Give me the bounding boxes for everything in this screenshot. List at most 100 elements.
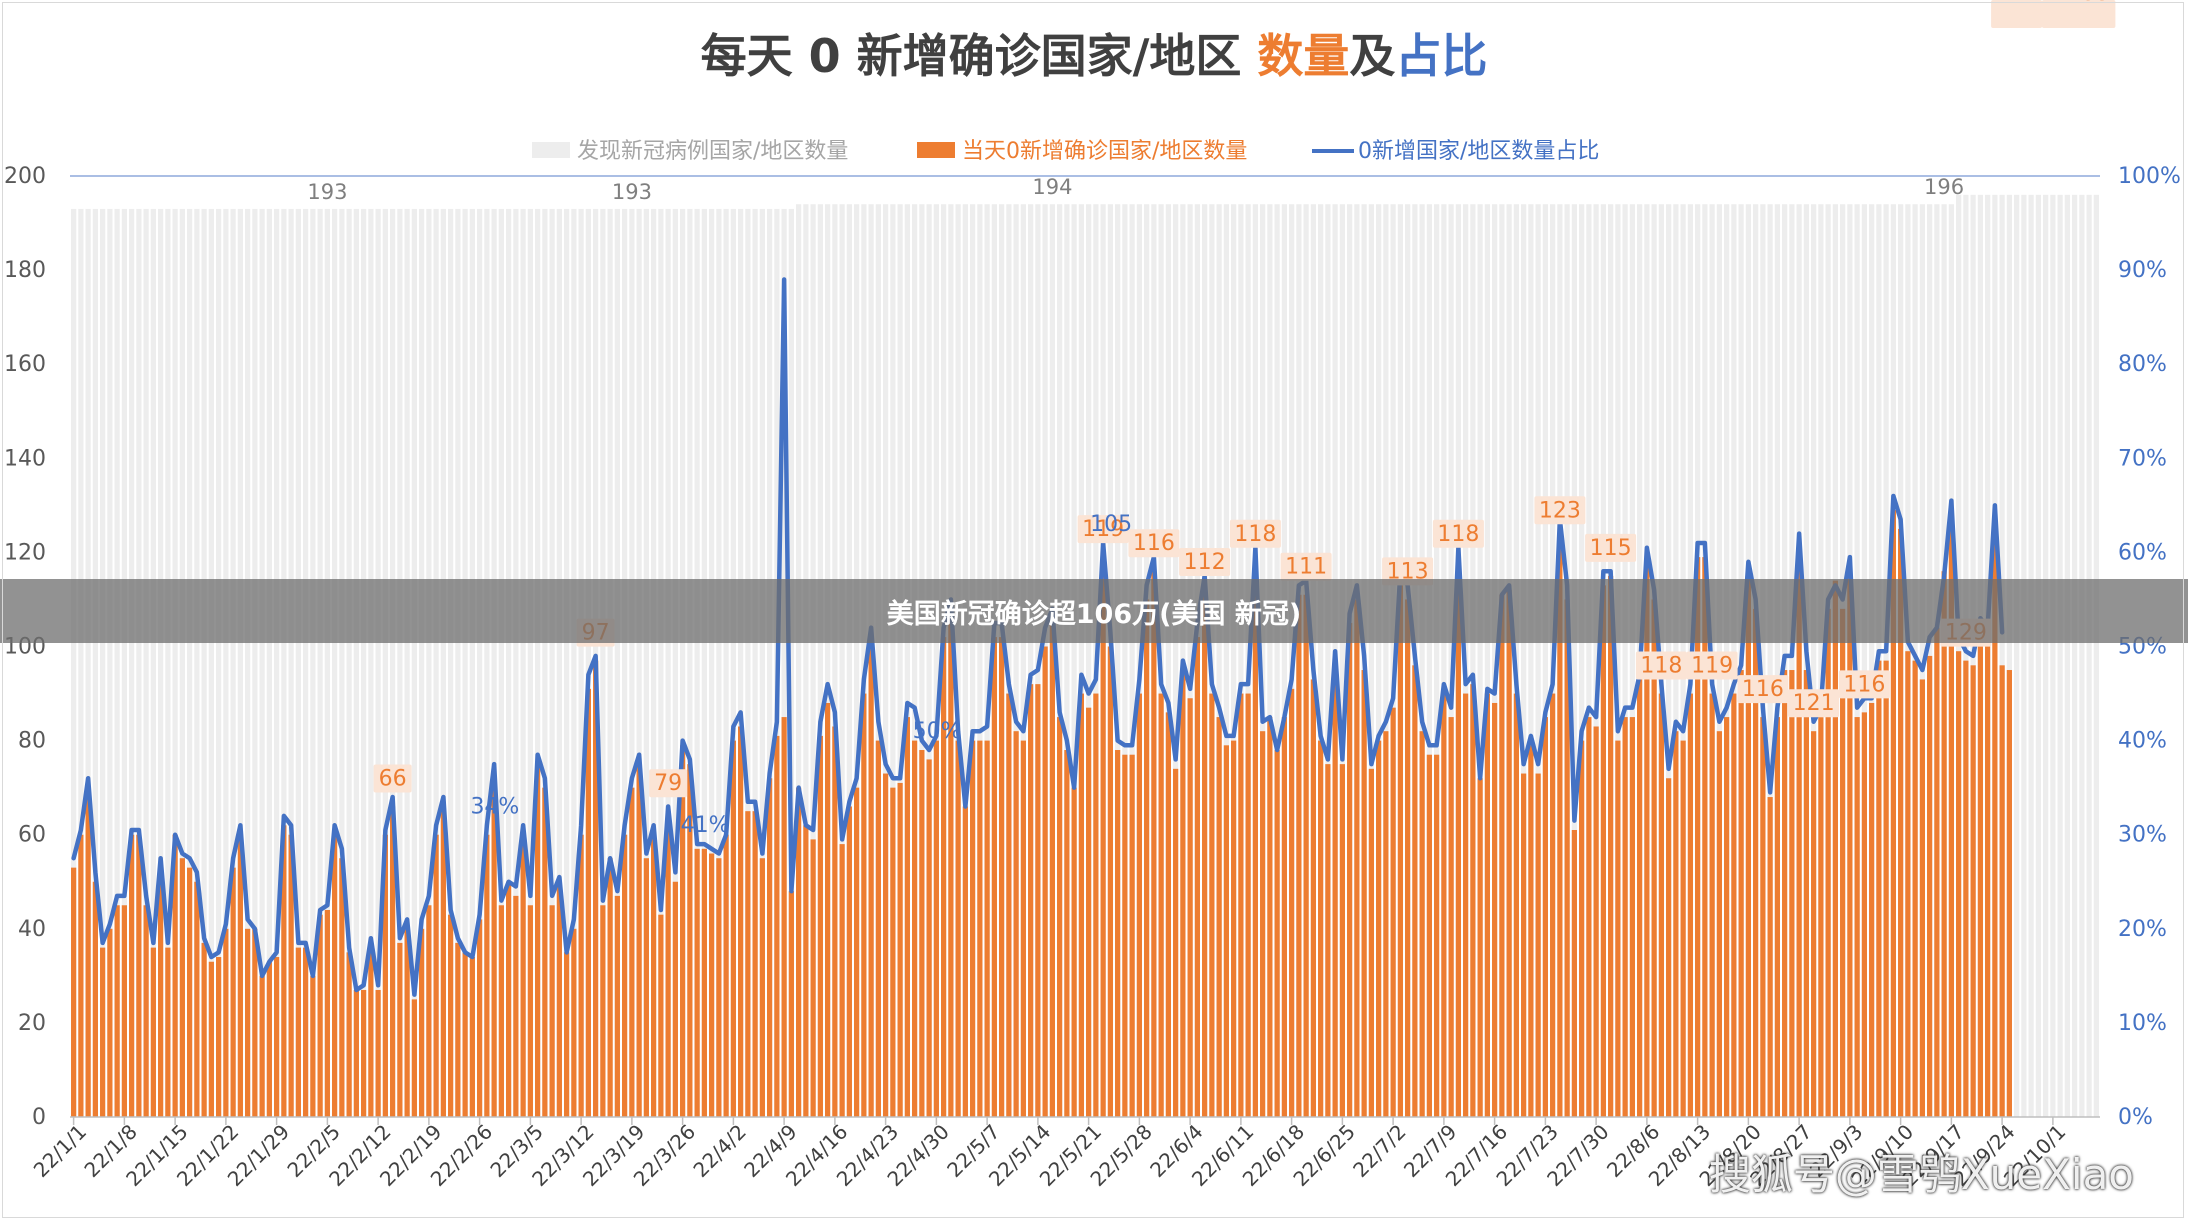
gray-bar bbox=[397, 208, 403, 1117]
gray-bar bbox=[346, 208, 352, 1117]
gray-bar bbox=[962, 204, 968, 1118]
gray-bar bbox=[1122, 204, 1128, 1118]
ratio-line bbox=[71, 277, 2005, 997]
blue-data-label: 34% bbox=[470, 794, 519, 819]
orange-bar bbox=[121, 905, 127, 1117]
gray-bar bbox=[527, 208, 533, 1117]
orange-bar bbox=[796, 787, 802, 1117]
gray-bar bbox=[1869, 204, 1875, 1118]
orange-bar bbox=[1049, 622, 1055, 1117]
gray-bar bbox=[1767, 204, 1773, 1118]
orange-bar bbox=[1484, 693, 1490, 1117]
gray-bar bbox=[1999, 194, 2005, 1117]
gray-bar bbox=[904, 204, 910, 1118]
orange-bar bbox=[767, 778, 773, 1117]
orange-bar bbox=[1731, 693, 1737, 1117]
gray-bar bbox=[324, 208, 330, 1117]
gray-bar bbox=[912, 204, 918, 1118]
orange-bar bbox=[1339, 764, 1345, 1118]
orange-bar bbox=[187, 867, 193, 1117]
orange-bar bbox=[245, 928, 251, 1117]
gray-bar bbox=[368, 208, 374, 1117]
gray-bar bbox=[1615, 204, 1621, 1118]
orange-label-box bbox=[373, 764, 412, 793]
orange-bar bbox=[172, 834, 178, 1117]
gray-bar bbox=[564, 208, 570, 1117]
gray-bar bbox=[846, 204, 852, 1118]
orange-bar bbox=[658, 914, 664, 1117]
orange-bar bbox=[433, 834, 439, 1117]
gray-bar bbox=[1426, 204, 1432, 1118]
gray-bar bbox=[1629, 204, 1635, 1118]
orange-label-box bbox=[1280, 552, 1332, 581]
gray-bar bbox=[390, 208, 396, 1117]
orange-bar bbox=[237, 834, 243, 1117]
orange-bar bbox=[709, 853, 715, 1117]
y-right-tick-label: 10% bbox=[2118, 1011, 2167, 1036]
orange-bar bbox=[1861, 712, 1867, 1117]
orange-bar bbox=[1013, 731, 1019, 1117]
gray-bar bbox=[1165, 204, 1171, 1118]
orange-bar bbox=[861, 693, 867, 1117]
orange-label-box bbox=[1991, 0, 2043, 28]
orange-bar bbox=[1985, 646, 1991, 1117]
orange-bar bbox=[1579, 740, 1585, 1117]
gray-bar bbox=[1579, 204, 1585, 1118]
orange-bar bbox=[223, 928, 229, 1117]
orange-bar bbox=[1695, 557, 1701, 1117]
orange-bar bbox=[1651, 599, 1657, 1117]
gray-bar bbox=[861, 204, 867, 1118]
gray-bar bbox=[1434, 204, 1440, 1118]
gray-data-label: 196 bbox=[1924, 175, 1964, 199]
title-part4: 占比 bbox=[1395, 29, 1487, 83]
gray-bar bbox=[694, 208, 700, 1117]
gray-bar bbox=[513, 208, 519, 1117]
gray-bar bbox=[2093, 194, 2099, 1117]
y-right-tick-label: 0% bbox=[2118, 1105, 2153, 1130]
gray-bar bbox=[578, 208, 584, 1117]
orange-bar bbox=[1499, 594, 1505, 1117]
orange-data-label: 116 bbox=[1843, 672, 1885, 697]
headline-banner: 美国新冠确诊超106万(美国 新冠) bbox=[0, 579, 2188, 643]
gray-bar bbox=[2086, 194, 2092, 1117]
orange-bar bbox=[1376, 740, 1382, 1117]
orange-label-box bbox=[1229, 519, 1281, 548]
gray-bar bbox=[745, 208, 751, 1117]
headline-banner-text: 美国新冠确诊超106万(美国 新冠) bbox=[886, 598, 1302, 630]
orange-bar bbox=[614, 895, 620, 1117]
orange-bar bbox=[1702, 557, 1708, 1117]
orange-bar bbox=[404, 928, 410, 1117]
orange-bar bbox=[1245, 693, 1251, 1117]
gray-bar bbox=[187, 208, 193, 1117]
orange-data-label: 95 bbox=[2082, 0, 2110, 6]
orange-bar bbox=[897, 782, 903, 1117]
orange-data-label: 79 bbox=[654, 771, 682, 796]
orange-bar bbox=[484, 834, 490, 1117]
orange-bar bbox=[1252, 561, 1258, 1117]
gray-bar bbox=[2079, 194, 2085, 1117]
gray-bar bbox=[1441, 204, 1447, 1118]
orange-bar bbox=[1064, 750, 1070, 1117]
gray-bar bbox=[854, 204, 860, 1118]
y-left-tick-label: 40 bbox=[18, 917, 46, 942]
gray-bar bbox=[2028, 194, 2034, 1117]
gray-bar bbox=[614, 208, 620, 1117]
orange-bar bbox=[1390, 707, 1396, 1117]
orange-bar bbox=[1760, 717, 1766, 1117]
gray-bar bbox=[71, 208, 77, 1117]
gray-bar bbox=[208, 208, 214, 1117]
gray-bar bbox=[1281, 204, 1287, 1118]
orange-bar bbox=[1405, 599, 1411, 1117]
gray-bar bbox=[2057, 194, 2063, 1117]
gray-bar bbox=[1586, 204, 1592, 1118]
y-right-tick-label: 20% bbox=[2118, 917, 2167, 942]
orange-data-label: 121 bbox=[1793, 691, 1835, 716]
y-left-tick-label: 20 bbox=[18, 1011, 46, 1036]
gray-bar bbox=[1115, 204, 1121, 1118]
gray-bar bbox=[955, 204, 961, 1118]
gray-bar bbox=[107, 208, 113, 1117]
orange-label-box bbox=[649, 769, 688, 798]
orange-bar bbox=[1477, 778, 1483, 1117]
gray-bar bbox=[730, 208, 736, 1117]
orange-bar bbox=[1455, 561, 1461, 1117]
